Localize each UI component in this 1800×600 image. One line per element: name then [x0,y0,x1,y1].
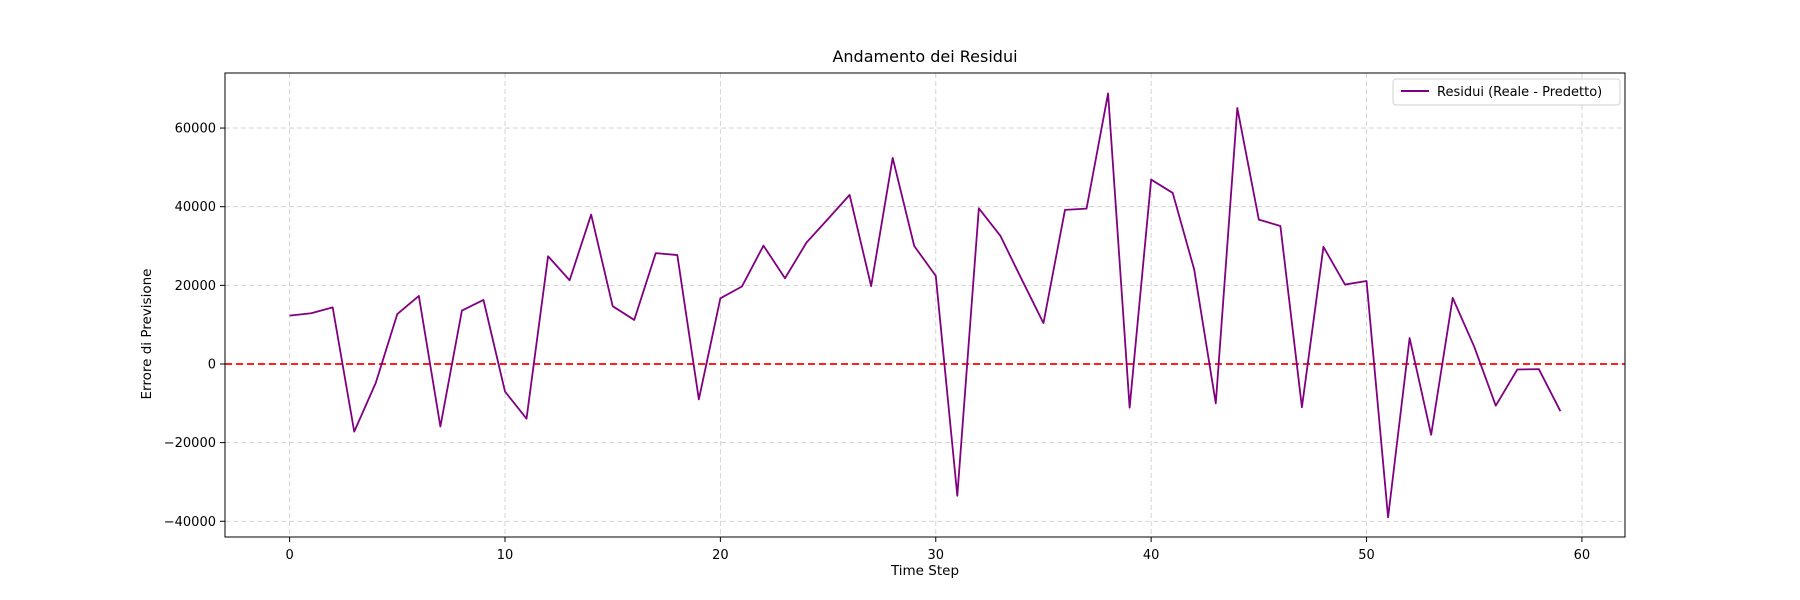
plot-frame [224,72,1626,538]
legend-label: Residui (Reale - Predetto) [1437,85,1602,100]
series-line-residui [289,92,1562,519]
grid [225,73,1625,537]
series-layer [289,92,1562,519]
y-tick-label: 40000 [175,200,216,215]
legend: Residui (Reale - Predetto) [1392,78,1621,106]
x-tick-label: 10 [497,548,514,563]
chart-title: Andamento dei Residui [832,47,1017,66]
y-tick-label: −40000 [164,515,216,530]
x-tick-label: 0 [285,548,293,563]
x-tick-label: 40 [1143,548,1160,563]
x-tick-label: 60 [1574,548,1591,563]
y-axis-ticks: −40000 −20000 0 20000 40000 60000 [164,122,225,530]
legend-box [1392,78,1621,106]
y-tick-label: −20000 [164,436,216,451]
x-tick-label: 50 [1358,548,1375,563]
y-tick-label: 20000 [175,279,216,294]
y-axis-label: Errore di Previsione [139,269,155,400]
x-axis-label: Time Step [890,563,959,579]
y-tick-label: 60000 [175,122,216,137]
x-tick-label: 20 [712,548,729,563]
x-axis-ticks: 0 10 20 30 40 50 60 [285,537,1590,563]
y-tick-label: 0 [208,357,216,372]
x-tick-label: 30 [927,548,944,563]
